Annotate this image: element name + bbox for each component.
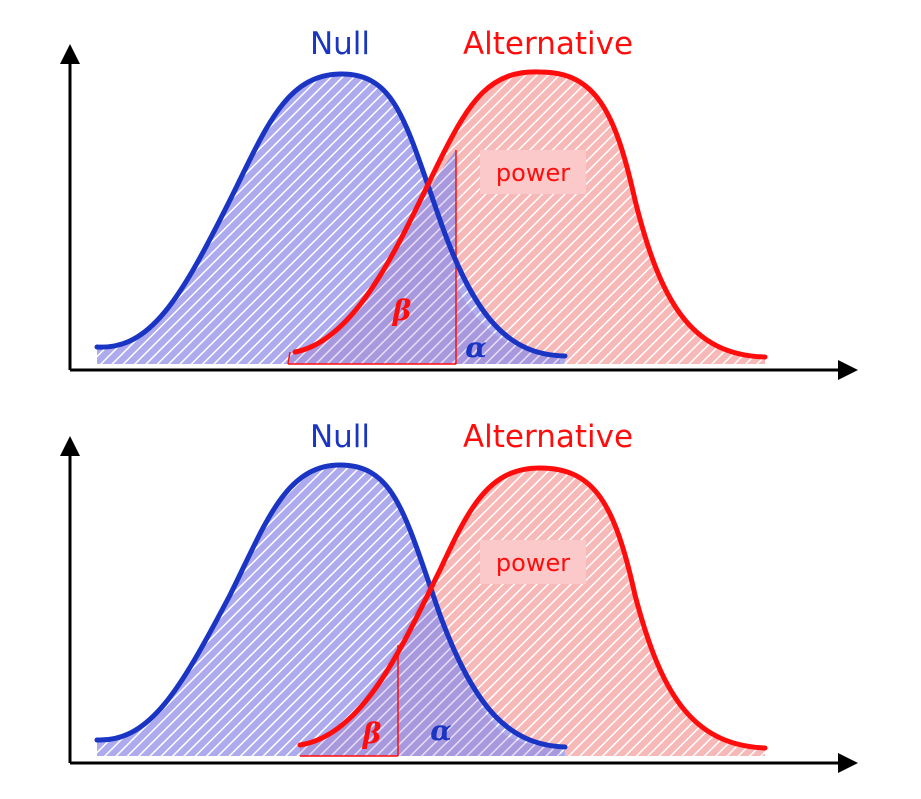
power-label: power (496, 549, 570, 577)
alpha-label: α (430, 714, 452, 747)
beta-region (290, 150, 456, 364)
alpha-label: α (465, 331, 487, 364)
alternative-curve (292, 69, 768, 360)
power-box (480, 150, 586, 194)
alternative-label: Alternative (463, 26, 633, 62)
x-axis-arrow-icon (838, 360, 858, 380)
panel-2: Null Alternative power β α (60, 419, 858, 773)
y-axis-arrow-icon (60, 436, 80, 456)
alpha-region (456, 284, 560, 364)
alternative-label: Alternative (463, 419, 633, 455)
beta-region (300, 645, 398, 756)
x-axis-arrow-icon (838, 753, 858, 773)
alpha-region (398, 583, 560, 756)
null-label: Null (310, 26, 370, 62)
beta-label: β (392, 294, 412, 327)
beta-outline (287, 351, 456, 365)
null-label: Null (310, 419, 370, 455)
y-axis-arrow-icon (60, 44, 80, 64)
beta-label: β (362, 717, 382, 750)
power-box (480, 540, 586, 584)
alternative-curve (297, 465, 768, 751)
panel-1: Null Alternative power β α (60, 26, 858, 380)
power-label: power (496, 159, 570, 187)
null-curve (94, 462, 568, 750)
null-curve (94, 71, 568, 359)
